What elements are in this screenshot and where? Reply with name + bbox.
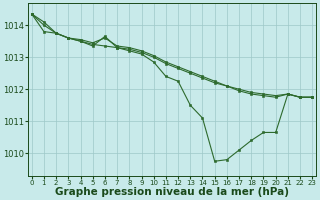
X-axis label: Graphe pression niveau de la mer (hPa): Graphe pression niveau de la mer (hPa) <box>55 187 289 197</box>
